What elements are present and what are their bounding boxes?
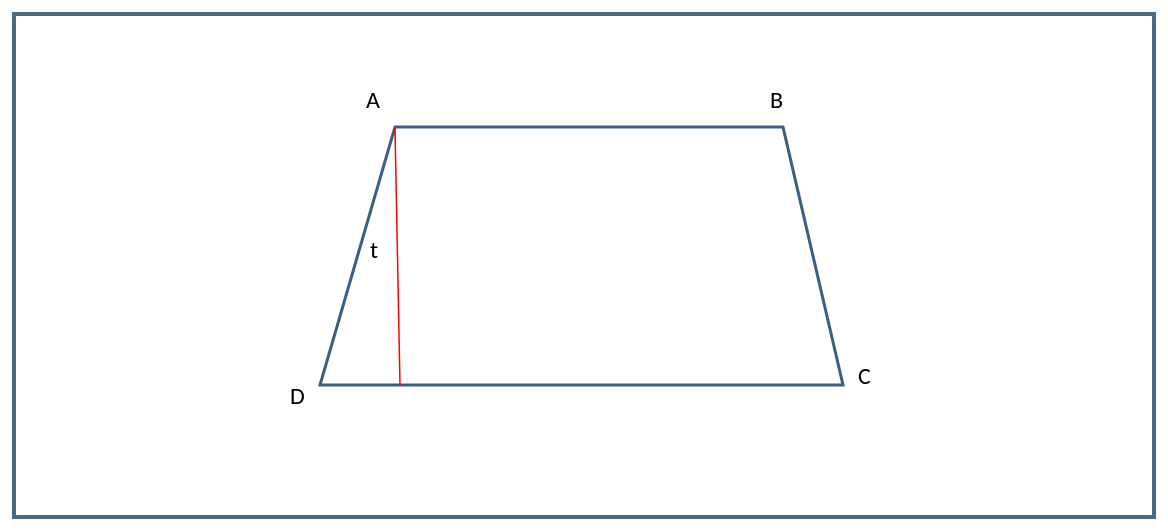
height-line (395, 128, 400, 385)
diagram-svg (0, 0, 1168, 531)
vertex-label-b: B (770, 86, 783, 115)
trapezoid-shape (320, 127, 843, 385)
vertex-label-d: D (290, 382, 305, 411)
height-label-t: t (370, 236, 378, 265)
vertex-label-a: A (366, 86, 380, 115)
vertex-label-c: C (858, 362, 871, 391)
